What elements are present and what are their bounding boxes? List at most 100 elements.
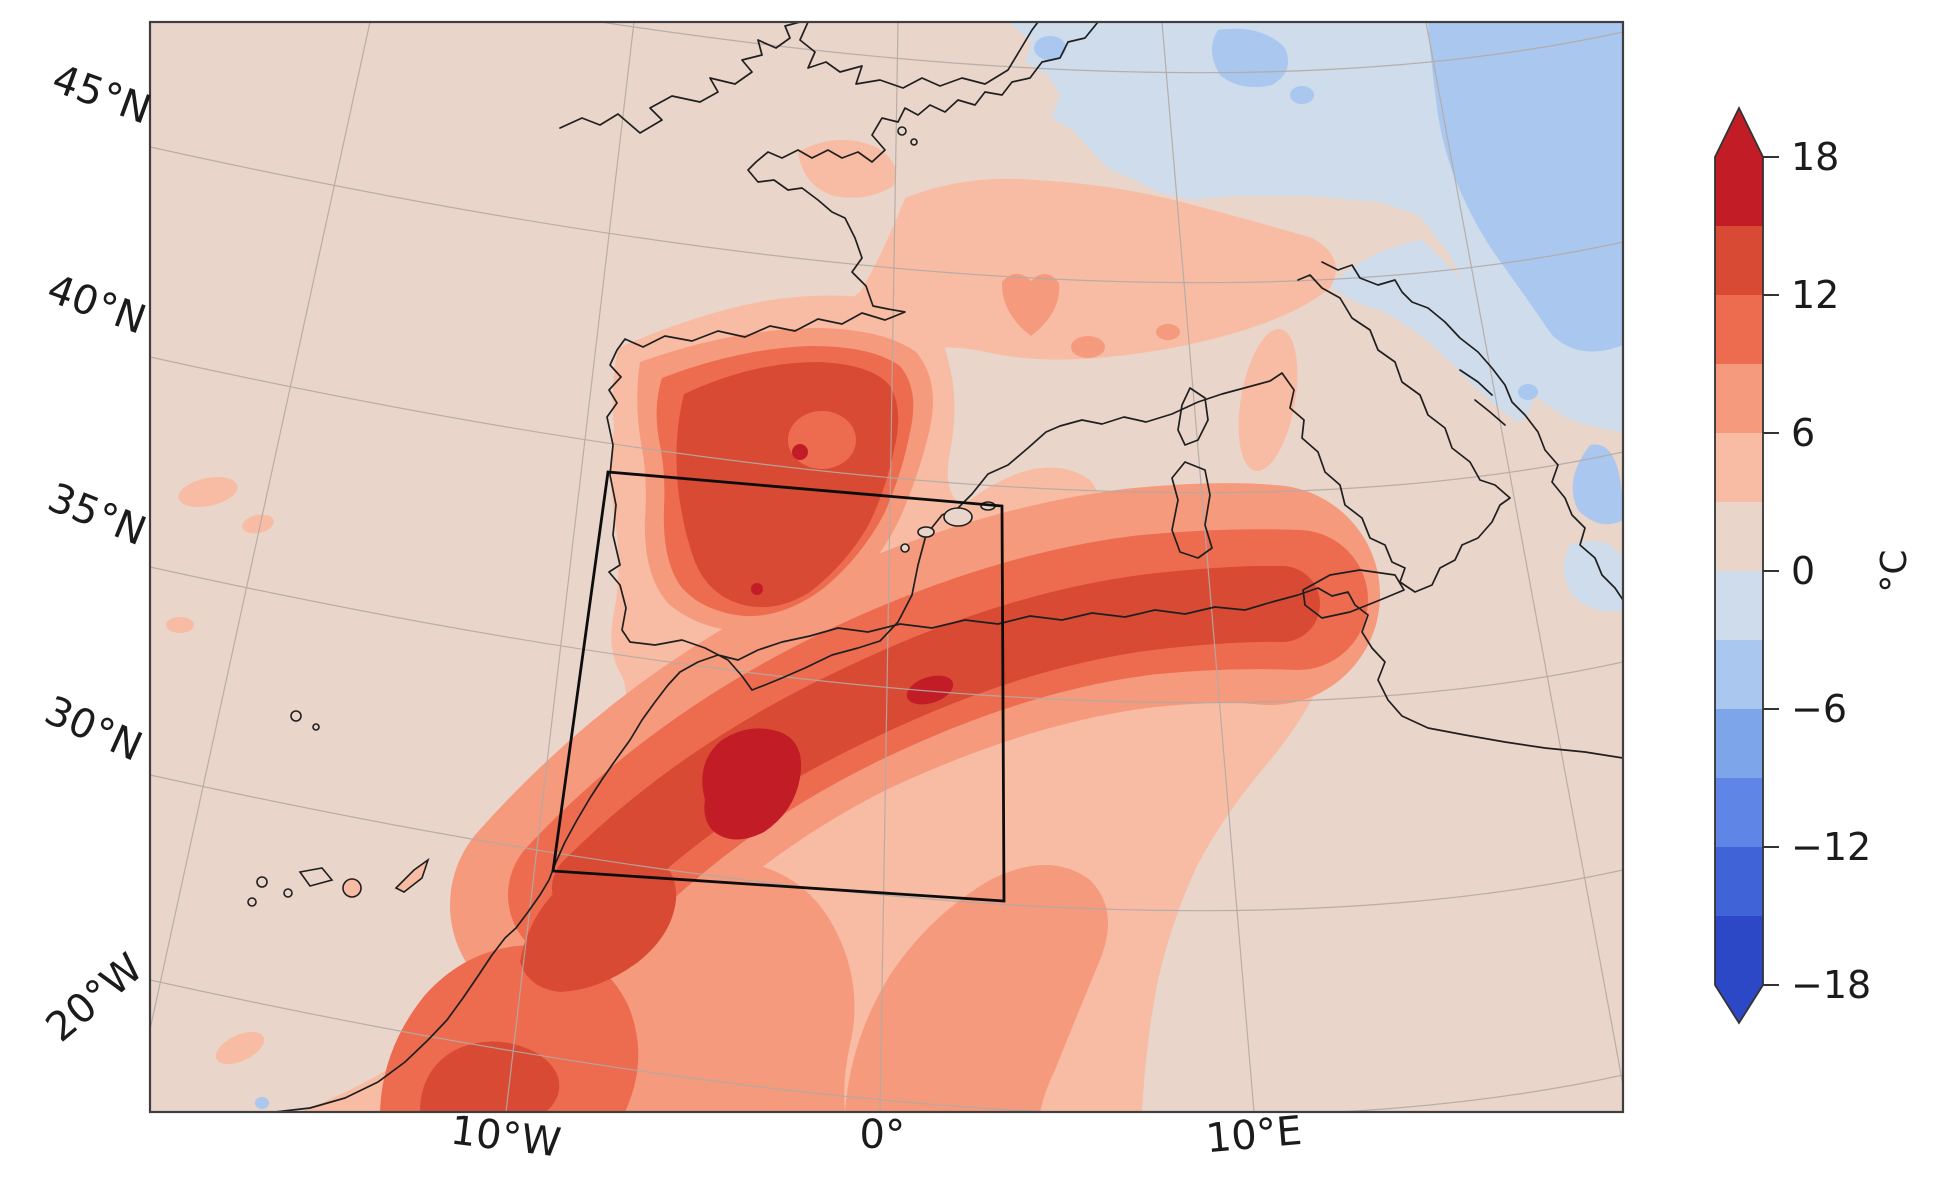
mallorca-island xyxy=(943,507,973,527)
cool-region-ionian xyxy=(1572,444,1623,525)
cbar-label-18: 18 xyxy=(1791,135,1839,179)
balkan-coastline xyxy=(1321,261,1623,601)
contour-l5-morocco-blob xyxy=(702,728,802,840)
gran-canaria-island xyxy=(342,878,362,898)
contour-l1-atlantic-4 xyxy=(166,617,194,633)
cbar-seg-10 xyxy=(1715,847,1763,916)
france-iberia-italy-coastline xyxy=(606,22,1511,691)
domain-box xyxy=(551,470,1006,903)
cbar-label-m12: −12 xyxy=(1791,825,1871,869)
colorbar: 18 12 6 0 −6 −12 −18 °C xyxy=(1714,105,1915,1025)
channel-island-2 xyxy=(910,138,918,146)
islet xyxy=(900,543,910,553)
xtick-10w: 10°W xyxy=(448,1108,563,1167)
parallel-45n xyxy=(150,146,1623,284)
cbar-ticks xyxy=(1763,156,1779,986)
meridian-0 xyxy=(879,22,899,1112)
cbar-label-12: 12 xyxy=(1791,273,1839,317)
meridian-20w xyxy=(150,22,371,1033)
contour-l2-france-dot xyxy=(1071,336,1105,358)
gomera-island xyxy=(283,888,293,898)
contour-l1-italy xyxy=(1238,328,1298,472)
ytick-30n: 30°N xyxy=(38,688,149,771)
xtick-10e: 10°E xyxy=(1204,1108,1304,1162)
contour-l5-spain-dot2 xyxy=(751,583,763,595)
england-south-coastline xyxy=(799,22,1039,89)
negative-anomaly-region xyxy=(255,22,1623,1109)
graticule xyxy=(150,22,1623,1112)
xtick-0: 0° xyxy=(859,1112,905,1159)
meridian-10e xyxy=(1161,22,1255,1112)
ytick-20w: 20°W xyxy=(38,945,152,1051)
cbar-seg-9 xyxy=(1715,778,1763,847)
contour-l3-iberia-inner xyxy=(788,411,856,469)
cbar-seg-11 xyxy=(1715,916,1763,985)
cbar-tick-labels: 18 12 6 0 −6 −12 −18 xyxy=(1791,135,1871,1007)
contour-l2-bottom-b xyxy=(845,865,1108,1112)
map-frame xyxy=(148,20,1625,1114)
cbar-unit-label: °C xyxy=(1874,549,1915,592)
cbar-seg-7 xyxy=(1715,640,1763,709)
cool-patch-dot xyxy=(1290,86,1314,104)
coastlines xyxy=(274,22,1623,1112)
cbar-label-m18: −18 xyxy=(1791,963,1871,1007)
meridian-20e xyxy=(1425,22,1623,1089)
fuerteventura-island xyxy=(394,857,430,893)
cbar-seg-8 xyxy=(1715,709,1763,778)
sicily-coastline xyxy=(1302,569,1405,619)
contour-l1-france xyxy=(799,178,1336,374)
islands xyxy=(247,126,996,907)
cool-region-ionian-2 xyxy=(1563,541,1623,612)
contour-l4-band xyxy=(552,565,1320,926)
cbar-seg-4 xyxy=(1715,433,1763,502)
ytick-35n: 35°N xyxy=(42,475,153,555)
contour-l2-france-dot2 xyxy=(1156,324,1180,340)
parallel-40n xyxy=(150,356,1623,494)
ytick-40n: 40°N xyxy=(41,266,151,344)
cool-dot-coast xyxy=(255,1097,269,1109)
cbar-seg-6 xyxy=(1715,571,1763,640)
contour-l5-spain-dot xyxy=(792,444,808,460)
cbar-arrow-top xyxy=(1715,108,1763,157)
cbar-seg-3 xyxy=(1715,364,1763,433)
contour-l2-france-heart xyxy=(1001,273,1060,336)
tenerife-island xyxy=(298,867,334,887)
cbar-seg-5 xyxy=(1715,502,1763,571)
ibiza-island xyxy=(917,526,935,538)
cool-region-adriatic xyxy=(1330,240,1534,422)
contour-l1-atlantic-2 xyxy=(242,514,274,534)
contour-l4-morocco xyxy=(520,854,677,992)
parallel-50n xyxy=(596,22,1623,74)
contour-l1-atlantic-1 xyxy=(178,476,238,508)
hierro-island xyxy=(247,897,257,907)
corsica-coastline xyxy=(1177,387,1209,446)
sardinia-coastline xyxy=(1171,461,1213,559)
cbar-label-0: 0 xyxy=(1791,549,1815,593)
contour-l4-bottom xyxy=(420,1041,560,1112)
contour-l1-brittany xyxy=(798,139,897,198)
contour-l1-atlantic-3 xyxy=(215,1031,265,1065)
england-coastline xyxy=(559,22,801,134)
contour-l5-alboran xyxy=(906,675,954,705)
cbar-seg-1 xyxy=(1715,226,1763,295)
ytick-45n: 45°N xyxy=(46,56,156,134)
africa-coastline xyxy=(274,587,1623,1112)
parallel-35n xyxy=(150,566,1623,704)
map-panel xyxy=(150,22,1623,1112)
la-palma-island xyxy=(256,876,268,888)
cool-patch-far-ne xyxy=(1428,22,1623,352)
madeira-island xyxy=(290,710,302,722)
cbar-seg-2 xyxy=(1715,295,1763,364)
cbar-label-m6: −6 xyxy=(1791,687,1847,731)
meridian-10w xyxy=(505,22,635,1112)
dalmatian-islands xyxy=(1459,369,1506,426)
cbar-arrow-bottom xyxy=(1715,985,1763,1023)
parallel-25n xyxy=(150,979,1623,1112)
cbar-label-6: 6 xyxy=(1791,411,1815,455)
cool-patch-small xyxy=(1518,384,1538,400)
channel-island-1 xyxy=(897,126,907,136)
madeira-islet xyxy=(312,723,320,731)
cool-patch-channel xyxy=(1034,36,1066,60)
